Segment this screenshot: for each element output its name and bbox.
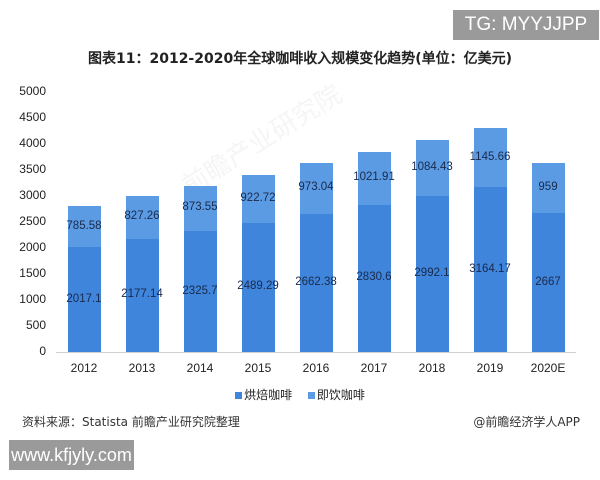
bar-roast-2012 [67,247,101,352]
x-axis-line [56,352,576,353]
legend-swatch-instant [307,392,315,399]
x-tick-label: 2014 [186,361,214,375]
bar-roast-2018 [415,196,449,352]
y-tick-label: 2500 [19,214,46,228]
x-tick-label: 2016 [302,361,330,375]
y-tick-label: 500 [25,318,46,332]
y-tick-label: 4000 [19,136,46,150]
value-label-roast: 2177.14 [121,288,163,301]
y-tick-label: 4500 [19,110,46,124]
source-note: 资料来源：Statista 前瞻产业研究院整理 [22,415,240,429]
value-label-instant: 1145.66 [469,150,511,163]
x-tick-label: 2015 [244,361,272,375]
chart-legend: 烘焙咖啡 即饮咖啡 [0,386,600,403]
value-label-roast: 2667 [535,275,561,288]
watermark-site: www.kfjyly.com [9,440,134,470]
y-tick-label: 2000 [19,240,46,254]
value-label-roast: 2017.1 [66,292,102,305]
legend-item-roast: 烘焙咖啡 [235,388,292,402]
bar-roast-2016 [299,213,333,352]
value-label-roast: 2662.38 [295,275,337,288]
value-label-roast: 2830.6 [356,271,392,284]
value-label-instant: 785.58 [66,219,102,232]
value-label-instant: 1021.91 [353,171,395,184]
y-tick-label: 5000 [19,84,46,98]
watermark-tg: TG: MYYJJPP [453,10,599,40]
bar-instant-2018 [415,140,449,197]
bar-instant-2012 [67,206,101,248]
y-tick-label: 1500 [19,266,46,280]
legend-item-instant: 即饮咖啡 [307,388,365,402]
chart-title: 图表11：2012-2020年全球咖啡收入规模变化趋势(单位：亿美元) [87,51,513,67]
bar-instant-2017 [357,151,391,205]
bar-instant-2013 [125,195,159,239]
x-tick-label: 2013 [128,361,156,375]
bar-instant-2015 [241,174,275,223]
bar-roast-2014 [183,231,217,352]
bar-roast-2020E [531,213,565,352]
value-label-instant: 959 [538,181,558,194]
x-tick-label: 2018 [418,361,446,375]
credit-note: @前瞻经济学人APP [473,415,580,429]
y-tick-label: 0 [39,344,46,358]
value-label-instant: 1084.43 [411,161,453,174]
x-tick-label: 2012 [70,361,98,375]
bar-roast-2019 [473,187,507,352]
bar-roast-2015 [241,222,275,352]
x-tick-label: 2017 [360,361,388,375]
bar-roast-2013 [125,238,159,352]
x-tick-label: 2020E [530,361,566,375]
bar-instant-2020E [531,163,565,214]
value-label-roast: 2992.1 [414,267,450,280]
x-tick-label: 2019 [476,361,504,375]
value-label-instant: 873.55 [182,201,218,214]
y-tick-label: 3000 [19,188,46,202]
value-label-roast: 3164.17 [469,262,511,275]
bar-instant-2019 [473,127,507,188]
value-label-instant: 922.72 [240,191,276,204]
bar-roast-2017 [357,204,391,352]
value-label-instant: 827.26 [124,210,160,223]
value-label-roast: 2489.29 [237,280,279,293]
y-tick-label: 3500 [19,162,46,176]
y-tick-label: 1000 [19,292,46,306]
bar-instant-2016 [299,162,333,214]
value-label-roast: 2325.7 [182,284,218,297]
legend-swatch-roast [235,392,243,399]
value-label-instant: 973.04 [298,181,334,194]
bar-instant-2014 [183,185,217,232]
